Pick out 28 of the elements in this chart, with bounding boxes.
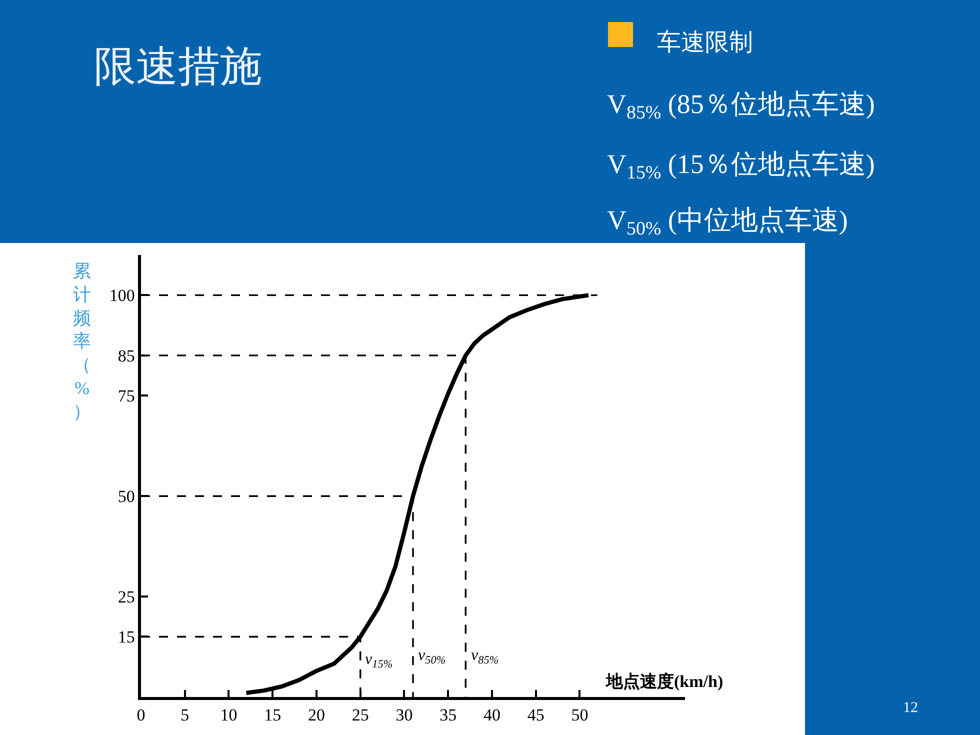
y-tick-label: 100 bbox=[109, 286, 135, 306]
annotation: v$_{50%}$ bbox=[418, 647, 446, 666]
x-tick-label: 30 bbox=[396, 705, 413, 724]
x-tick-label: 10 bbox=[220, 705, 238, 724]
annotation: v$_{85%}$ bbox=[471, 647, 499, 666]
x-tick-label: 0 bbox=[136, 705, 146, 724]
x-tick-label: 35 bbox=[440, 705, 457, 724]
x-tick-label: 5 bbox=[180, 705, 190, 724]
text: 车速限制 bbox=[657, 29, 753, 56]
x-tick-label: 45 bbox=[527, 705, 544, 724]
x-tick-label: 20 bbox=[308, 705, 325, 724]
text: 12 bbox=[903, 700, 918, 716]
text: V$_{85%}$ (85％位地点车速) bbox=[607, 89, 875, 124]
y-axis-title: 累计频率（%） bbox=[73, 261, 91, 422]
y-tick-label: 25 bbox=[118, 588, 135, 606]
x-axis-title: 地点速度(km/h) bbox=[605, 672, 724, 691]
x-tick-label: 40 bbox=[483, 705, 500, 724]
y-tick-label: 50 bbox=[118, 487, 135, 506]
x-tick-label: 25 bbox=[352, 705, 369, 724]
x-tick-label: 50 bbox=[571, 705, 588, 724]
y-tick-label: 85 bbox=[118, 346, 135, 366]
text: V$_{50%}$ (中位地点车速) bbox=[607, 205, 848, 240]
y-tick-label: 15 bbox=[118, 628, 135, 647]
annotation: v$_{15%}$ bbox=[365, 651, 393, 670]
x-tick-label: 15 bbox=[264, 705, 282, 724]
y-tick-label: 75 bbox=[118, 386, 135, 406]
text: V$_{15%}$ (15％位地点车速) bbox=[607, 149, 875, 184]
chart-title: 限速措施 bbox=[94, 44, 262, 91]
